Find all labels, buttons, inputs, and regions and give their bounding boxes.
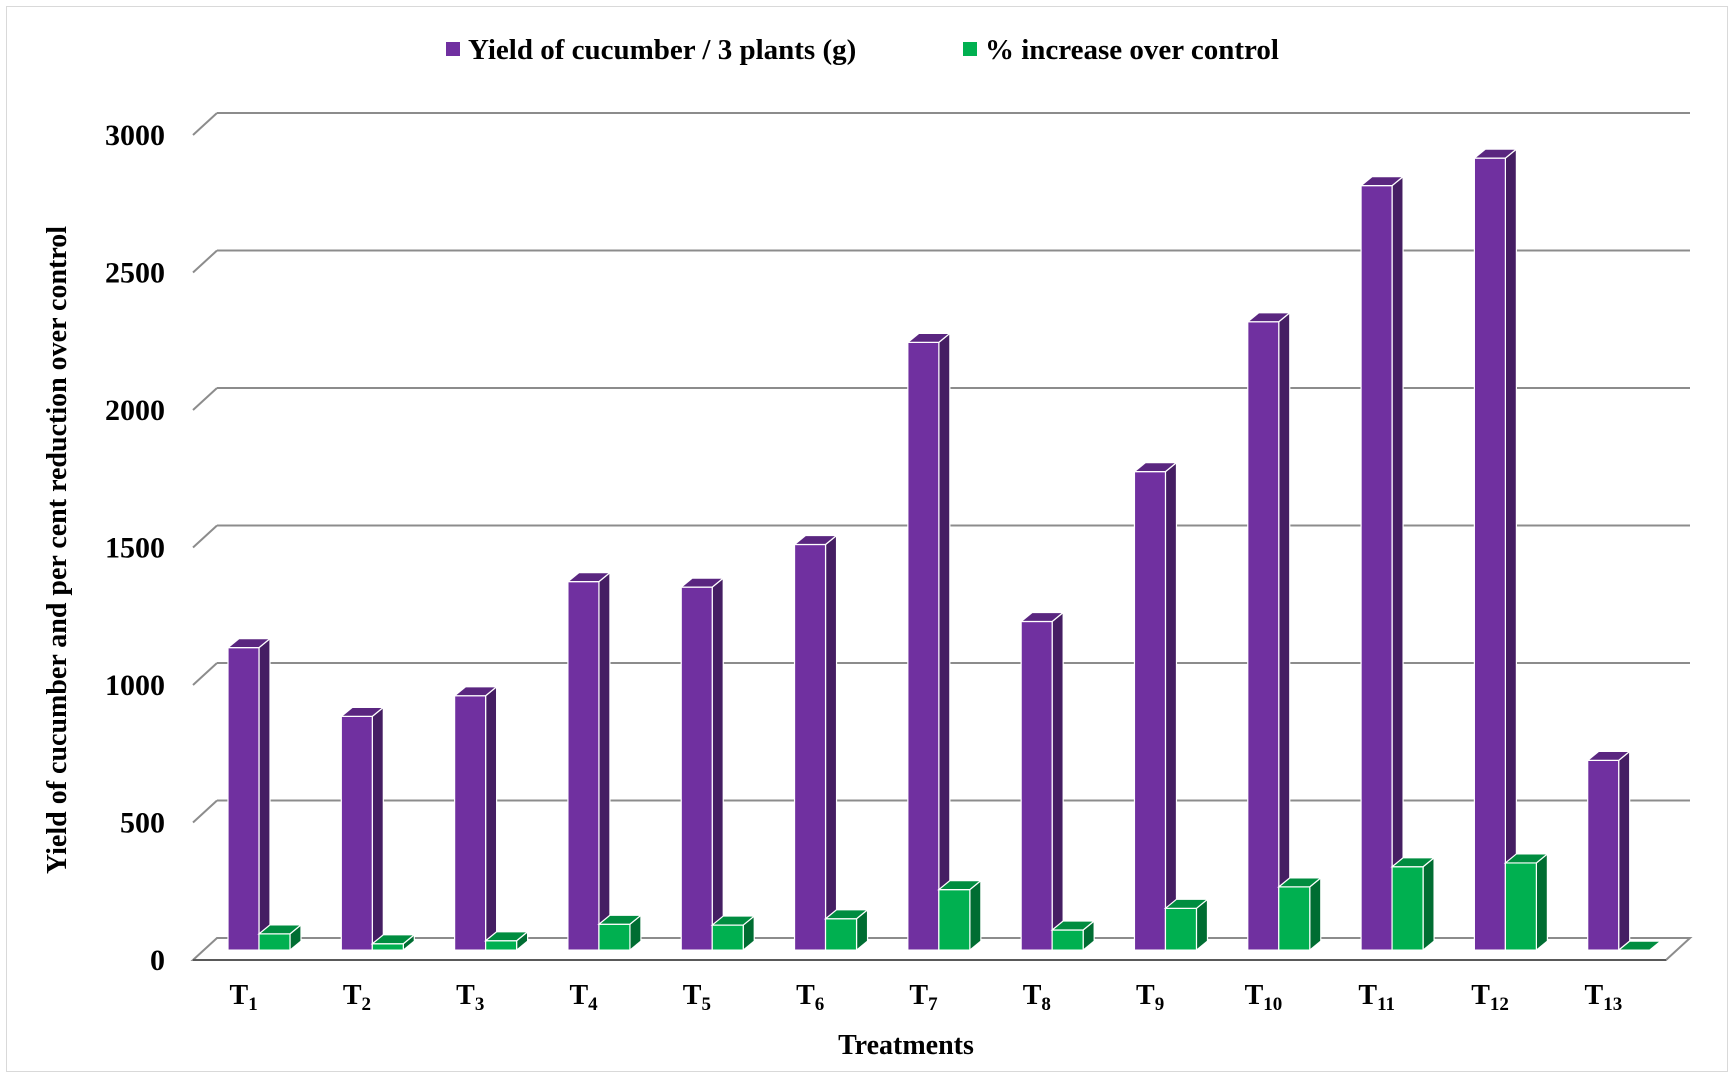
x-tick-label: T13 — [1585, 980, 1623, 1015]
x-axis-title: Treatments — [838, 1030, 974, 1061]
bar-percent-increase-T3 — [483, 930, 530, 952]
y-tick-label: 0 — [150, 944, 165, 977]
x-tick-label: T1 — [230, 980, 258, 1015]
x-tick-label: T7 — [909, 980, 938, 1015]
y-tick-label: 500 — [120, 807, 165, 840]
legend-swatch-percent-increase — [963, 42, 977, 56]
legend-label-yield: Yield of cucumber / 3 plants (g) — [468, 34, 856, 66]
bar-yield-T2 — [339, 706, 385, 952]
y-tick-label: 1500 — [105, 532, 165, 565]
x-tick-label: T9 — [1136, 980, 1164, 1015]
x-tick-label: T11 — [1358, 980, 1395, 1015]
legend-swatch-yield — [446, 42, 460, 56]
y-axis-tick-labels: 0 500 1000 1500 2000 2500 3000 — [105, 119, 165, 977]
bar-percent-increase-T2 — [370, 933, 416, 952]
x-tick-label: T2 — [343, 980, 371, 1015]
bar-percent-increase-T13 — [1617, 940, 1663, 952]
bar-percent-increase-T4 — [597, 913, 643, 952]
gridline-side — [192, 387, 218, 411]
bar-yield-T4 — [566, 571, 612, 952]
bar-yield-T5 — [679, 576, 725, 952]
bar-percent-increase-T10 — [1277, 876, 1323, 952]
x-tick-label: T8 — [1023, 980, 1051, 1015]
x-tick-label: T10 — [1245, 980, 1283, 1015]
bar-yield-T9 — [1132, 461, 1179, 952]
bar-yield-T12 — [1472, 147, 1519, 952]
gridline-side — [192, 112, 218, 136]
bar-yield-T6 — [792, 534, 839, 952]
bar-percent-increase-T11 — [1390, 856, 1436, 952]
bar-percent-increase-T12 — [1503, 852, 1550, 952]
bar-percent-increase-T8 — [1050, 919, 1096, 952]
y-tick-label: 2000 — [105, 394, 165, 427]
y-tick-label: 1000 — [105, 669, 165, 702]
legend-label-percent-increase: % increase over control — [985, 34, 1279, 66]
bar-yield-T13 — [1586, 750, 1632, 952]
x-tick-label: T12 — [1471, 980, 1509, 1015]
bar-percent-increase-T1 — [257, 923, 303, 952]
bar-percent-increase-T5 — [710, 914, 756, 952]
bar-percent-increase-T9 — [1163, 898, 1210, 952]
x-tick-label: T5 — [683, 980, 711, 1015]
bar-percent-increase-T6 — [823, 908, 870, 952]
x-tick-label: T6 — [796, 980, 824, 1015]
bar-yield-T7 — [906, 332, 952, 952]
bar-yield-T3 — [452, 685, 499, 952]
bars — [226, 147, 1663, 952]
chart-frame — [6, 6, 1728, 1072]
x-tick-label: T4 — [569, 980, 598, 1015]
bar-yield-T10 — [1246, 311, 1292, 952]
y-axis-title: Yield of cucumber and per cent reduction… — [42, 226, 73, 874]
legend: Yield of cucumber / 3 plants (g) % incre… — [446, 34, 1279, 66]
bar-yield-T11 — [1359, 175, 1405, 952]
gridline-side — [192, 249, 218, 274]
y-tick-label: 2500 — [105, 257, 165, 290]
bar-yield-T8 — [1019, 611, 1065, 952]
gridline-side — [192, 524, 218, 549]
gridline-side — [192, 799, 218, 824]
bar-percent-increase-T7 — [937, 879, 983, 952]
bar-yield-T1 — [226, 637, 272, 952]
gridline-side — [192, 662, 218, 686]
x-tick-label: T3 — [456, 980, 484, 1015]
y-tick-label: 3000 — [105, 119, 165, 152]
x-axis-tick-labels: T1 T2 T3 T4 T5 T6 T7 T8 T9 T10 T11 T12 T13 — [230, 980, 1623, 1015]
